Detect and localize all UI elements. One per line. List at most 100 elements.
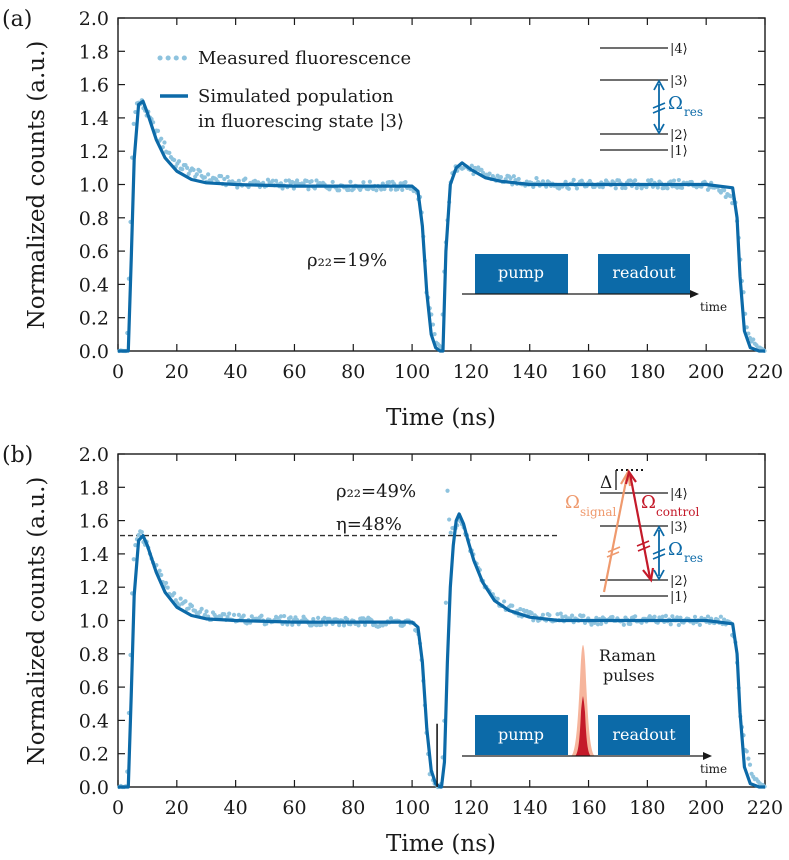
- panel-a-measured-point: [613, 186, 618, 191]
- panel-a-measured-point: [379, 187, 384, 192]
- panel-a-measured-point: [167, 150, 172, 155]
- panel-b-measured-point: [322, 615, 327, 621]
- panel-a-measured-point: [388, 187, 394, 192]
- panel-a-measured-point: [180, 167, 185, 172]
- panel-b-y-axis-title: Normalized counts (a.u.): [24, 477, 50, 766]
- panel-b-measured-point: [692, 614, 698, 619]
- panel-b-measured-point: [222, 612, 227, 617]
- omega-signal-subscript: signal: [580, 505, 617, 519]
- panel-b-measured-point: [744, 749, 749, 754]
- panel-a-measured-point: [304, 178, 309, 184]
- panel-a-measured-point: [671, 178, 677, 183]
- panel-a-plot-area: [117, 17, 767, 354]
- panel-a-x-tick-label: 20: [165, 361, 189, 383]
- panel-a-measured-point: [600, 185, 605, 190]
- panel-a-y-tick-label: 0.0: [79, 341, 109, 363]
- omega-res-arrowhead-down: [653, 569, 665, 581]
- panel-a-x-tick-label: 40: [224, 361, 248, 383]
- panel-b-measured-point: [361, 616, 366, 621]
- panel-b-x-tick-label: 200: [688, 797, 724, 819]
- panel-a-x-tick-label: 80: [341, 361, 365, 383]
- panel-a-y-tick-label: 1.4: [79, 108, 109, 130]
- panel-a-measured-point: [236, 178, 241, 183]
- panel-b-y-tick-label: 0.8: [79, 644, 109, 666]
- panel-a-x-tick-label: 220: [747, 361, 783, 383]
- panel-b-x-tick-label: 220: [747, 797, 783, 819]
- panel-a-measured-point: [508, 176, 513, 181]
- panel-b-measured-point: [189, 603, 195, 609]
- panel-a-y-ticks: 0.0 0.2 0.4 0.6 0.8 1.0 1.2 1.4 1.6 1.8 2.0: [79, 8, 765, 363]
- panel-a-measured-point: [382, 186, 387, 192]
- panel-a-measured-point: [176, 159, 182, 164]
- panel-a-measured-point: [283, 178, 288, 183]
- panel-a-y-axis-title: Normalized counts (a.u.): [24, 41, 50, 330]
- panel-a-measured-point: [270, 178, 275, 183]
- panel-a-measured-point: [679, 185, 685, 190]
- panel-b-measured-point: [676, 622, 681, 628]
- panel-a-measured-point: [534, 176, 539, 181]
- panel-b-measured-point: [697, 622, 702, 627]
- panel-b-measured-point: [678, 615, 683, 620]
- omega-control-break: [636, 540, 651, 552]
- panel-a-measured-point: [432, 332, 437, 337]
- panel-a-measured-point: [197, 169, 203, 174]
- panel-a-measured-point: [574, 186, 580, 191]
- detuning-label: Δ: [600, 473, 612, 493]
- panel-a-measured-point: [131, 121, 136, 126]
- panel-b-measured-point: [595, 622, 601, 627]
- panel-b-measured-point: [290, 622, 295, 627]
- level-4-ket: |4⟩: [670, 42, 688, 57]
- panel-a-x-tick-label: 140: [512, 361, 548, 383]
- omega-res-subscript: res: [684, 551, 703, 565]
- panel-a-measured-point: [665, 186, 670, 191]
- omega-control-arrow: [628, 473, 652, 579]
- omega-res-subscript: res: [684, 105, 703, 119]
- panel-b-measured-point: [652, 614, 657, 619]
- panel-b-measured-point: [628, 621, 633, 627]
- panel-b-measured-point: [163, 580, 169, 586]
- panel-b-y-tick-label: 1.4: [79, 544, 109, 566]
- omega-res-break: [652, 102, 666, 114]
- panel-a-y-tick-label: 1.2: [79, 141, 109, 163]
- panel-a-measured-point: [346, 187, 351, 192]
- panel-a-measured-point: [194, 172, 199, 177]
- panel-a-measured-point: [367, 179, 372, 184]
- panel-a-y-tick-label: 0.8: [79, 208, 109, 230]
- time-axis-arrowhead: [703, 752, 712, 760]
- panel-b-y-tick-label: 1.2: [79, 577, 109, 599]
- panel-a-y-tick-label: 1.8: [79, 41, 109, 63]
- panel-b-measured-point: [547, 613, 552, 618]
- panel-a-level-diagram: |4⟩ |3⟩ |2⟩ |1⟩ Ω res: [600, 42, 703, 159]
- panel-b-pulse-scheme: Raman pulses pump readout time: [462, 645, 727, 776]
- panel-b-level-diagram: Δ |4⟩ |3⟩ |2⟩ |1⟩ Ω signal Ω control: [565, 468, 703, 605]
- panel-a-rho-annotation: ρ₂₂=19%: [307, 250, 387, 271]
- panel-a-measured-point: [155, 128, 161, 134]
- panel-a-measured-point: [361, 180, 366, 185]
- omega-res-label: Ω: [668, 539, 683, 560]
- panel-a-measured-point: [309, 179, 314, 184]
- panel-a-measured-point: [722, 188, 727, 193]
- panel-a-measured-point: [371, 186, 376, 192]
- panel-b-measured-point: [282, 613, 287, 619]
- panel-a-measured-point: [387, 180, 392, 185]
- raman-control-pulse: [575, 696, 591, 756]
- panel-a-measured-point: [256, 180, 261, 185]
- panel-a-measured-point: [374, 188, 379, 193]
- panel-b-measured-point: [675, 615, 680, 620]
- panel-b-simulated-line: [118, 512, 765, 789]
- panel-b-measured-point: [159, 572, 164, 578]
- panel-b-measured-point: [337, 623, 342, 628]
- panel-a-x-ticks: 0 20 40 60 80 100 120 140 160 180 200 220: [112, 18, 783, 383]
- panel-a-pulse-scheme: pump readout time: [462, 254, 727, 314]
- panel-a-measured-point: [222, 176, 227, 182]
- panel-b-y-tick-label: 1.8: [79, 477, 109, 499]
- panel-a-x-tick-label: 0: [112, 361, 124, 383]
- panel-a-x-tick-label: 160: [570, 361, 606, 383]
- panel-a-measured-point: [628, 178, 633, 183]
- panel-b-measured-point: [705, 614, 711, 619]
- panel-b-y-ticks: 0.0 0.2 0.4 0.6 0.8 1.0 1.2 1.4 1.6 1.8 2.0: [79, 444, 765, 799]
- time-axis-label: time: [700, 300, 727, 314]
- panel-b-measured-point: [448, 530, 453, 535]
- panel-b-measured-point: [356, 623, 361, 628]
- panel-b-measured-point: [259, 613, 264, 618]
